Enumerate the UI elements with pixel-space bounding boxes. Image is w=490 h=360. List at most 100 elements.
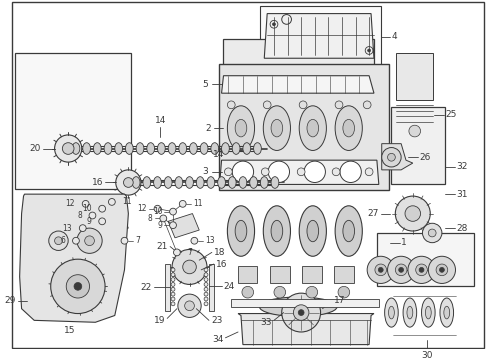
Bar — [223, 39, 374, 97]
Circle shape — [224, 168, 232, 176]
Text: 10: 10 — [153, 207, 162, 216]
Ellipse shape — [299, 106, 326, 150]
Text: 1: 1 — [401, 238, 407, 247]
Ellipse shape — [389, 306, 394, 319]
Ellipse shape — [307, 120, 318, 137]
Circle shape — [299, 101, 307, 109]
Ellipse shape — [168, 143, 176, 154]
Text: 4: 4 — [392, 32, 397, 41]
Bar — [270, 266, 290, 283]
Ellipse shape — [132, 177, 140, 188]
Ellipse shape — [343, 120, 355, 137]
Circle shape — [227, 101, 235, 109]
Circle shape — [54, 135, 82, 162]
Text: 19: 19 — [154, 316, 165, 325]
Circle shape — [416, 264, 427, 276]
Circle shape — [123, 177, 133, 187]
Circle shape — [304, 161, 325, 183]
Text: 13: 13 — [62, 224, 72, 233]
Circle shape — [367, 256, 394, 283]
Text: 21: 21 — [157, 242, 168, 251]
Circle shape — [183, 260, 196, 274]
Ellipse shape — [207, 177, 215, 188]
Circle shape — [171, 268, 175, 272]
Ellipse shape — [115, 143, 122, 154]
Ellipse shape — [335, 206, 362, 256]
Circle shape — [306, 286, 318, 298]
Circle shape — [173, 249, 180, 256]
Ellipse shape — [421, 298, 435, 327]
Ellipse shape — [143, 177, 151, 188]
Ellipse shape — [235, 220, 247, 242]
Circle shape — [363, 101, 371, 109]
Bar — [302, 266, 321, 283]
Circle shape — [178, 294, 201, 318]
Ellipse shape — [250, 177, 257, 188]
Circle shape — [298, 310, 304, 315]
Ellipse shape — [407, 306, 413, 319]
Ellipse shape — [259, 297, 337, 316]
Circle shape — [332, 168, 340, 176]
Bar — [260, 6, 381, 68]
Circle shape — [261, 168, 269, 176]
Ellipse shape — [175, 177, 183, 188]
Ellipse shape — [232, 143, 240, 154]
Ellipse shape — [343, 220, 355, 242]
Text: 30: 30 — [421, 351, 433, 360]
Ellipse shape — [179, 143, 187, 154]
Circle shape — [204, 302, 208, 306]
Ellipse shape — [83, 143, 91, 154]
Polygon shape — [209, 264, 214, 311]
Circle shape — [99, 205, 105, 212]
Circle shape — [204, 283, 208, 286]
Circle shape — [335, 101, 343, 109]
Ellipse shape — [104, 143, 112, 154]
Circle shape — [419, 267, 424, 272]
Circle shape — [99, 218, 105, 225]
Circle shape — [408, 256, 435, 283]
Text: 12: 12 — [66, 199, 75, 208]
Circle shape — [440, 267, 444, 272]
Ellipse shape — [271, 177, 279, 188]
Circle shape — [77, 228, 102, 253]
Ellipse shape — [440, 298, 454, 327]
Circle shape — [170, 222, 176, 229]
Bar — [238, 266, 257, 283]
Circle shape — [204, 273, 208, 276]
Ellipse shape — [239, 177, 247, 188]
Text: 6: 6 — [60, 236, 65, 245]
Circle shape — [382, 148, 401, 167]
Ellipse shape — [260, 177, 268, 188]
Circle shape — [405, 206, 420, 221]
Circle shape — [204, 278, 208, 282]
Text: 20: 20 — [29, 144, 41, 153]
Circle shape — [154, 205, 161, 212]
Text: 14: 14 — [213, 150, 224, 159]
Ellipse shape — [72, 143, 80, 154]
Text: 7: 7 — [135, 236, 140, 245]
Text: 11: 11 — [194, 199, 203, 208]
Ellipse shape — [403, 298, 416, 327]
Circle shape — [121, 237, 128, 244]
Ellipse shape — [94, 143, 101, 154]
Ellipse shape — [271, 220, 283, 242]
Circle shape — [179, 201, 186, 207]
Ellipse shape — [221, 143, 229, 154]
Text: 12: 12 — [137, 204, 147, 213]
Text: 33: 33 — [261, 318, 272, 327]
Circle shape — [399, 267, 404, 272]
Circle shape — [294, 305, 309, 320]
Circle shape — [297, 168, 305, 176]
Text: 17: 17 — [334, 296, 345, 305]
Bar — [334, 266, 354, 283]
Circle shape — [73, 237, 79, 244]
Text: 28: 28 — [457, 224, 468, 233]
Polygon shape — [238, 314, 374, 345]
Circle shape — [242, 286, 254, 298]
Circle shape — [108, 198, 115, 205]
Text: 11: 11 — [122, 197, 132, 206]
Bar — [219, 64, 389, 190]
Circle shape — [263, 101, 271, 109]
Circle shape — [89, 212, 96, 219]
Circle shape — [170, 208, 176, 215]
